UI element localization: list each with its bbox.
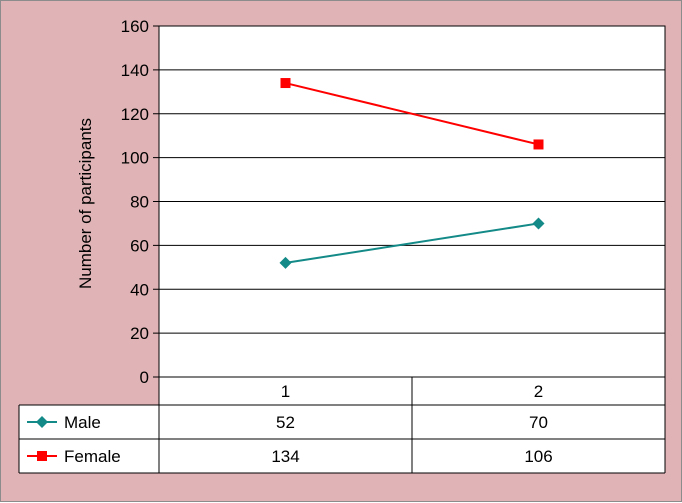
y-tick-label: 0 [140,368,149,387]
series-line [285,222,539,264]
y-tick-label: 80 [130,193,149,212]
series-line [285,82,539,146]
series-layer [279,78,545,269]
y-tick-label: 60 [130,236,149,255]
category-label: 1 [281,382,290,401]
table-value: 52 [276,413,295,432]
y-tick-label: 140 [121,61,149,80]
data-point [37,451,47,461]
data-point [532,217,545,230]
table-value: 70 [529,413,548,432]
table-value: 134 [271,447,299,466]
y-tick-label: 120 [121,105,149,124]
y-tick-label: 20 [130,324,149,343]
y-axis: 0 20 40 60 80 100 120 140 160 [121,17,160,387]
data-table: 1 2 Male 52 70 Female 134 106 [18,376,666,474]
y-tick-label: 40 [130,280,149,299]
category-label: 2 [534,382,543,401]
y-axis-label: Number of participants [76,118,95,289]
data-point [280,78,291,89]
legend-label: Male [64,413,101,432]
data-point [279,256,292,269]
y-tick-label: 100 [121,149,149,168]
table-value: 106 [524,447,552,466]
data-point [533,139,544,150]
data-point [36,416,48,428]
legend-label: Female [64,447,121,466]
y-tick-label: 160 [121,17,149,36]
